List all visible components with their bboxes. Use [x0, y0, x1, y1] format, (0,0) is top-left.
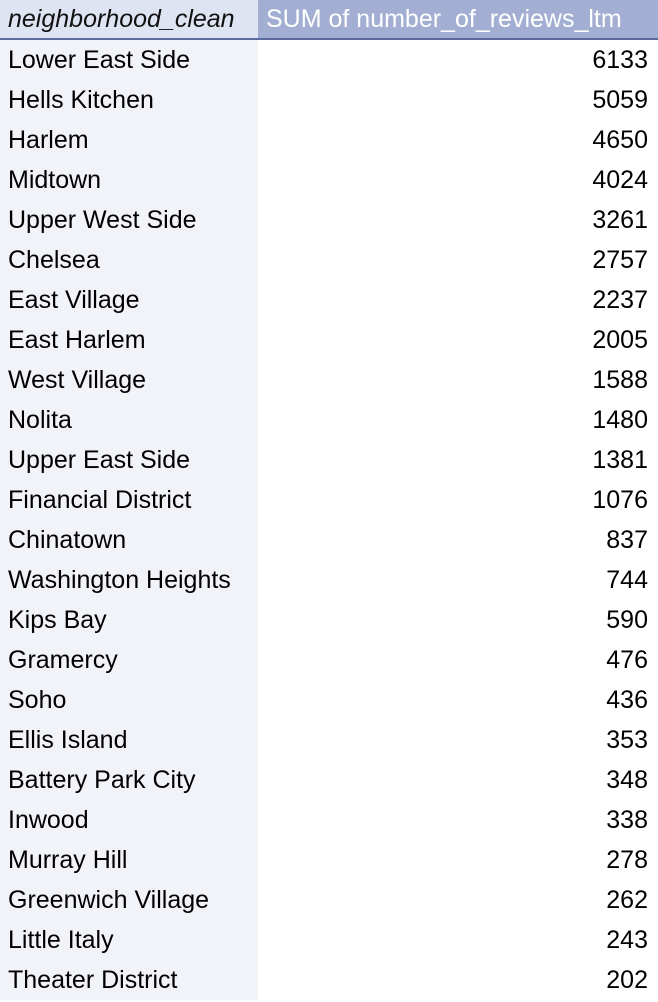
neighborhood-cell[interactable]: Lower East Side	[0, 40, 258, 80]
neighborhood-cell[interactable]: Kips Bay	[0, 600, 258, 640]
neighborhood-cell[interactable]: Hells Kitchen	[0, 80, 258, 120]
table-row: Battery Park City 348	[0, 760, 658, 800]
value-field-header[interactable]: SUM of number_of_reviews_ltm	[258, 0, 658, 38]
table-row: Theater District 202	[0, 960, 658, 1000]
reviews-sum-cell[interactable]: 4650	[258, 120, 658, 160]
reviews-sum-cell[interactable]: 2005	[258, 320, 658, 360]
neighborhood-cell[interactable]: Upper West Side	[0, 200, 258, 240]
reviews-sum-cell[interactable]: 1076	[258, 480, 658, 520]
neighborhood-cell[interactable]: Greenwich Village	[0, 880, 258, 920]
neighborhood-cell[interactable]: Battery Park City	[0, 760, 258, 800]
table-row: Little Italy 243	[0, 920, 658, 960]
table-row: East Harlem 2005	[0, 320, 658, 360]
neighborhood-cell[interactable]: Little Italy	[0, 920, 258, 960]
table-row: Chinatown 837	[0, 520, 658, 560]
reviews-sum-cell[interactable]: 837	[258, 520, 658, 560]
reviews-sum-cell[interactable]: 4024	[258, 160, 658, 200]
table-row: Gramercy 476	[0, 640, 658, 680]
reviews-sum-cell[interactable]: 476	[258, 640, 658, 680]
table-row: Nolita 1480	[0, 400, 658, 440]
neighborhood-cell[interactable]: Chinatown	[0, 520, 258, 560]
neighborhood-cell[interactable]: Financial District	[0, 480, 258, 520]
neighborhood-cell[interactable]: Inwood	[0, 800, 258, 840]
table-row: Washington Heights 744	[0, 560, 658, 600]
table-row: Kips Bay 590	[0, 600, 658, 640]
reviews-sum-cell[interactable]: 1381	[258, 440, 658, 480]
reviews-sum-cell[interactable]: 436	[258, 680, 658, 720]
reviews-sum-cell[interactable]: 353	[258, 720, 658, 760]
row-field-header[interactable]: neighborhood_clean	[0, 0, 258, 38]
table-row: Hells Kitchen 5059	[0, 80, 658, 120]
reviews-sum-cell[interactable]: 338	[258, 800, 658, 840]
table-row: East Village 2237	[0, 280, 658, 320]
neighborhood-cell[interactable]: East Harlem	[0, 320, 258, 360]
reviews-sum-cell[interactable]: 1588	[258, 360, 658, 400]
table-row: Chelsea 2757	[0, 240, 658, 280]
reviews-sum-cell[interactable]: 2237	[258, 280, 658, 320]
neighborhood-cell[interactable]: Theater District	[0, 960, 258, 1000]
reviews-sum-cell[interactable]: 3261	[258, 200, 658, 240]
reviews-sum-cell[interactable]: 278	[258, 840, 658, 880]
table-row: Ellis Island 353	[0, 720, 658, 760]
reviews-sum-cell[interactable]: 243	[258, 920, 658, 960]
table-row: Greenwich Village 262	[0, 880, 658, 920]
neighborhood-cell[interactable]: Nolita	[0, 400, 258, 440]
reviews-sum-cell[interactable]: 202	[258, 960, 658, 1000]
reviews-sum-cell[interactable]: 6133	[258, 40, 658, 80]
reviews-sum-cell[interactable]: 348	[258, 760, 658, 800]
neighborhood-cell[interactable]: Murray Hill	[0, 840, 258, 880]
table-row: Midtown 4024	[0, 160, 658, 200]
reviews-sum-cell[interactable]: 590	[258, 600, 658, 640]
neighborhood-cell[interactable]: Chelsea	[0, 240, 258, 280]
table-row: Upper East Side 1381	[0, 440, 658, 480]
table-row: Soho 436	[0, 680, 658, 720]
neighborhood-cell[interactable]: Ellis Island	[0, 720, 258, 760]
reviews-sum-cell[interactable]: 2757	[258, 240, 658, 280]
table-row: Upper West Side 3261	[0, 200, 658, 240]
neighborhood-cell[interactable]: East Village	[0, 280, 258, 320]
reviews-sum-cell[interactable]: 5059	[258, 80, 658, 120]
table-row: West Village 1588	[0, 360, 658, 400]
reviews-sum-cell[interactable]: 1480	[258, 400, 658, 440]
reviews-sum-cell[interactable]: 262	[258, 880, 658, 920]
neighborhood-cell[interactable]: Soho	[0, 680, 258, 720]
neighborhood-cell[interactable]: Harlem	[0, 120, 258, 160]
neighborhood-cell[interactable]: Washington Heights	[0, 560, 258, 600]
table-row: Financial District 1076	[0, 480, 658, 520]
reviews-sum-cell[interactable]: 744	[258, 560, 658, 600]
table-row: Harlem 4650	[0, 120, 658, 160]
neighborhood-cell[interactable]: West Village	[0, 360, 258, 400]
pivot-header-row: neighborhood_clean SUM of number_of_revi…	[0, 0, 658, 40]
neighborhood-cell[interactable]: Upper East Side	[0, 440, 258, 480]
neighborhood-cell[interactable]: Gramercy	[0, 640, 258, 680]
neighborhood-cell[interactable]: Midtown	[0, 160, 258, 200]
table-row: Inwood 338	[0, 800, 658, 840]
table-row: Murray Hill 278	[0, 840, 658, 880]
table-row: Lower East Side 6133	[0, 40, 658, 80]
pivot-body: Lower East Side 6133 Hells Kitchen 5059 Harl…	[0, 40, 658, 1000]
